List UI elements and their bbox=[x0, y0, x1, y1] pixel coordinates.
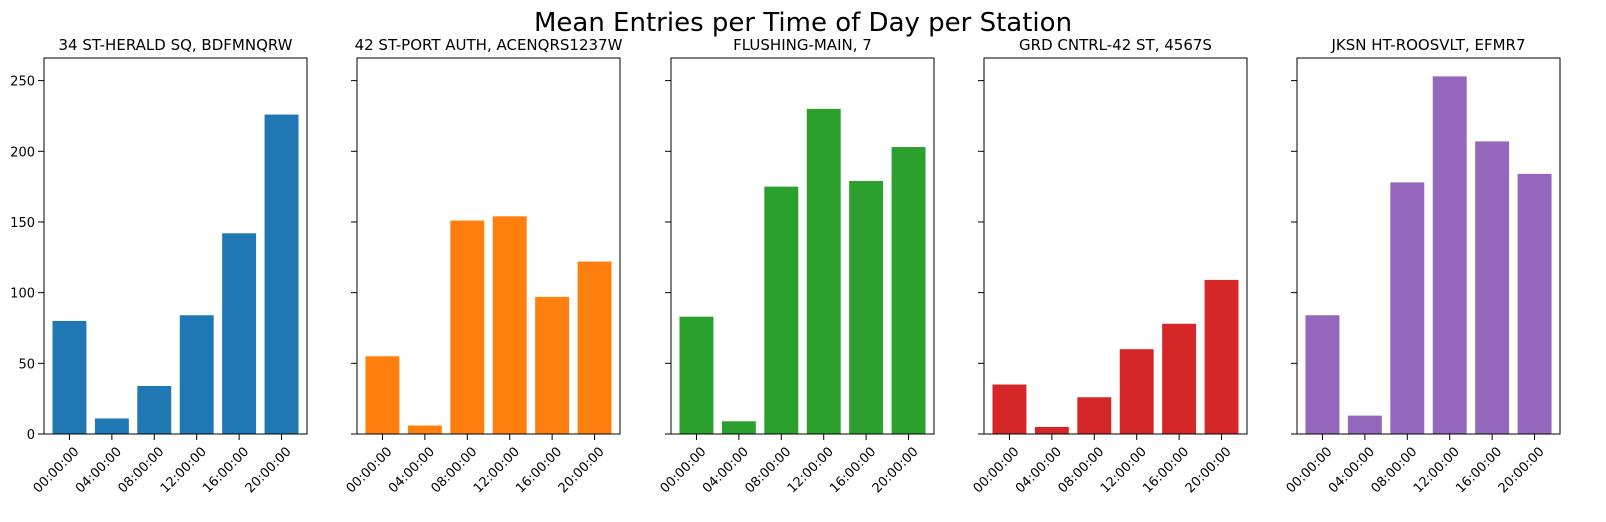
x-tick-label: 20:00:00 bbox=[1183, 444, 1235, 496]
bar-20-00-00 bbox=[1517, 173, 1552, 434]
bar-16-00-00 bbox=[222, 233, 257, 434]
x-tick-label: 20:00:00 bbox=[1496, 444, 1548, 496]
bar-12-00-00 bbox=[1432, 76, 1467, 434]
bar-12-00-00 bbox=[1119, 349, 1154, 434]
bar-16-00-00 bbox=[535, 296, 570, 434]
bar-00-00-00 bbox=[365, 356, 400, 434]
figure-title: Mean Entries per Time of Day per Station bbox=[534, 8, 1072, 38]
panel-3: 00:00:0004:00:0008:00:0012:00:0016:00:00… bbox=[658, 36, 935, 496]
y-tick-label: 100 bbox=[10, 287, 35, 302]
bar-20-00-00 bbox=[577, 261, 612, 434]
chart-panels: 0 50 100 150 200 250 00:00:0004:00:0008:00:001… bbox=[10, 36, 1561, 496]
bar-16-00-00 bbox=[849, 180, 884, 434]
y-tick-label: 150 bbox=[10, 216, 35, 231]
bar-04-00-00 bbox=[407, 425, 442, 434]
y-tick-label: 200 bbox=[10, 145, 35, 160]
bar-04-00-00 bbox=[1034, 426, 1069, 434]
y-tick-label: 50 bbox=[18, 357, 35, 372]
bar-12-00-00 bbox=[806, 108, 841, 434]
plot-frame bbox=[1296, 57, 1561, 435]
bar-00-00-00 bbox=[52, 320, 87, 434]
y-tick-label: 0 bbox=[27, 428, 35, 443]
bar-20-00-00 bbox=[264, 114, 299, 434]
bar-04-00-00 bbox=[721, 421, 756, 434]
plot-frame bbox=[356, 57, 621, 435]
bar-08-00-00 bbox=[137, 385, 172, 434]
panel-1: 05010015020025000:00:0004:00:0008:00:001… bbox=[10, 36, 308, 496]
panel-title: GRD CNTRL-42 ST, 4567S bbox=[1019, 36, 1212, 54]
bar-08-00-00 bbox=[1077, 397, 1112, 434]
panel-title: 34 ST-HERALD SQ, BDFMNQRW bbox=[58, 36, 292, 54]
panel-4: 00:00:0004:00:0008:00:0012:00:0016:00:00… bbox=[971, 36, 1248, 496]
x-tick-label: 20:00:00 bbox=[870, 444, 922, 496]
bar-04-00-00 bbox=[1347, 415, 1382, 434]
plot-frame bbox=[670, 57, 935, 435]
bar-20-00-00 bbox=[891, 147, 926, 435]
bar-08-00-00 bbox=[1390, 182, 1425, 434]
bar-00-00-00 bbox=[679, 316, 714, 434]
panel-title: 42 ST-PORT AUTH, ACENQRS1237W bbox=[355, 36, 623, 54]
bar-12-00-00 bbox=[179, 315, 214, 434]
bar-00-00-00 bbox=[1305, 315, 1340, 434]
bar-00-00-00 bbox=[992, 384, 1027, 434]
x-tick-label: 20:00:00 bbox=[556, 444, 608, 496]
bar-20-00-00 bbox=[1204, 279, 1239, 434]
bar-16-00-00 bbox=[1475, 141, 1510, 434]
bar-16-00-00 bbox=[1162, 323, 1197, 434]
x-tick-label: 20:00:00 bbox=[243, 444, 295, 496]
plot-frame bbox=[983, 57, 1248, 435]
bar-08-00-00 bbox=[450, 220, 485, 434]
plot-frame bbox=[43, 57, 308, 435]
panel-5: 00:00:0004:00:0008:00:0012:00:0016:00:00… bbox=[1284, 36, 1561, 496]
y-tick-label: 250 bbox=[10, 75, 35, 90]
panel-2: 00:00:0004:00:0008:00:0012:00:0016:00:00… bbox=[344, 36, 623, 496]
panel-title: JKSN HT-ROOSVLT, EFMR7 bbox=[1330, 36, 1525, 54]
panel-title: FLUSHING-MAIN, 7 bbox=[733, 36, 872, 54]
bar-04-00-00 bbox=[94, 418, 129, 434]
bar-12-00-00 bbox=[492, 216, 527, 434]
bar-08-00-00 bbox=[764, 186, 799, 434]
